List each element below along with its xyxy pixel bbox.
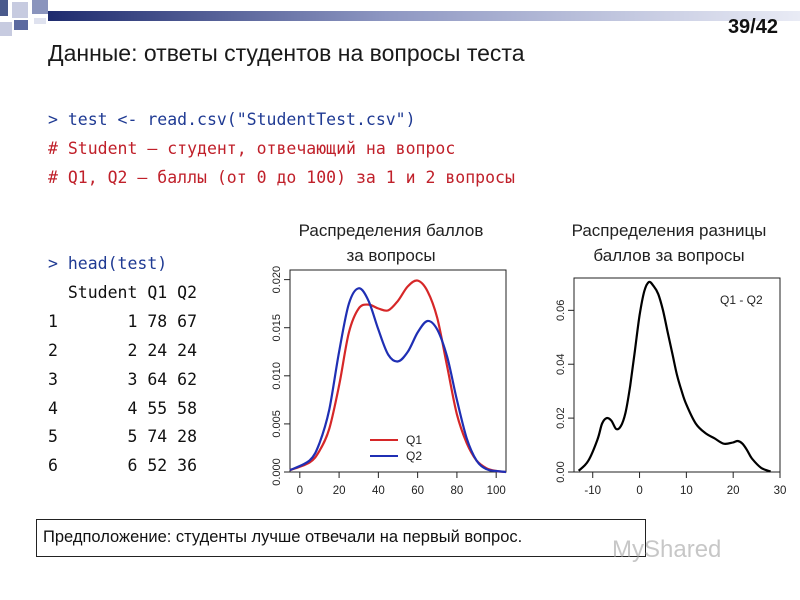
page-number: 39/42 — [727, 16, 778, 38]
y-tick-label: 0.000 — [271, 458, 283, 486]
x-tick-label: -10 — [584, 485, 601, 497]
y-tick-label: 0.015 — [271, 314, 283, 342]
table-row: 5 5 74 28 — [48, 427, 198, 446]
right-chart-title-line1: Распределения разницы — [571, 221, 767, 240]
table-row: 1 1 78 67 — [48, 312, 198, 331]
table-row: 6 6 52 36 — [48, 456, 198, 475]
x-tick-label: 20 — [333, 485, 346, 497]
y-tick-label: 0.020 — [271, 266, 283, 294]
table-row: 3 3 64 62 — [48, 370, 198, 389]
left-chart-title: Распределения баллов за вопросы — [262, 218, 520, 268]
y-tick-label: 0.02 — [555, 407, 567, 428]
y-tick-label: 0.005 — [271, 410, 283, 438]
table-header: Student Q1 Q2 — [48, 283, 198, 302]
difference-density-chart: -10 0 10 20 30 0.00 0.02 0.04 0.06 Q1 - Q2 — [555, 277, 787, 497]
slide-title: Данные: ответы студентов на вопросы тест… — [48, 40, 525, 66]
table-row: 4 4 55 58 — [48, 399, 198, 418]
right-chart-title: Распределения разницы баллов за вопросы — [530, 218, 800, 268]
left-chart-title-line2: за вопросы — [346, 246, 436, 265]
watermark-text: MyShared — [612, 536, 722, 563]
code-comment-student: # Student – студент, отвечающий на вопро… — [48, 139, 456, 158]
code-head: > head(test) — [48, 254, 168, 273]
x-tick-label: 80 — [451, 485, 464, 497]
x-tick-label: 0 — [636, 485, 642, 497]
corner-decoration — [0, 0, 800, 36]
legend-label: Q2 — [406, 449, 422, 463]
watermark-logo: MyShared — [612, 536, 721, 564]
x-tick-label: 60 — [411, 485, 424, 497]
plot-frame — [573, 277, 781, 473]
series-line-q1 — [289, 279, 507, 474]
left-chart-title-line1: Распределения баллов — [298, 221, 484, 240]
y-tick-label: 0.00 — [555, 461, 567, 482]
x-tick-label: 0 — [297, 485, 303, 497]
hypothesis-box: Предположение: студенты лучше отвечали н… — [36, 519, 646, 557]
y-tick-label: 0.04 — [555, 354, 567, 375]
y-tick-label: 0.06 — [555, 300, 567, 321]
score-density-chart: 0 20 40 60 80 100 0.000 0.005 0.010 0.015 0.020 Q1 Q… — [271, 266, 507, 497]
x-tick-label: 30 — [774, 485, 787, 497]
y-tick-label: 0.010 — [271, 362, 283, 390]
legend-label: Q1 — [406, 433, 422, 447]
table-row: 2 2 24 24 — [48, 341, 198, 360]
legend-label: Q1 - Q2 — [720, 293, 763, 307]
code-comment-scores: # Q1, Q2 – баллы (от 0 до 100) за 1 и 2 … — [48, 168, 515, 187]
x-tick-label: 40 — [372, 485, 385, 497]
plot-frame — [289, 269, 507, 473]
right-chart-title-line2: баллов за вопросы — [593, 246, 745, 265]
series-line-q1-q2 — [577, 280, 772, 473]
code-read-csv: > test <- read.csv("StudentTest.csv") — [48, 110, 416, 129]
x-tick-label: 10 — [680, 485, 693, 497]
hypothesis-text: Предположение: студенты лучше отвечали н… — [43, 528, 523, 546]
x-tick-label: 20 — [727, 485, 740, 497]
series-line-q2 — [289, 287, 507, 474]
x-tick-label: 100 — [487, 485, 506, 497]
